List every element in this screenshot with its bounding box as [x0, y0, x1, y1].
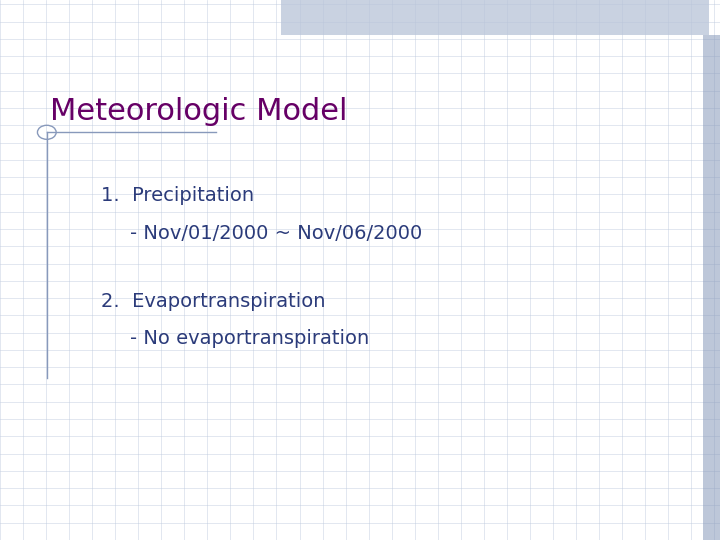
Text: Meteorologic Model: Meteorologic Model — [50, 97, 348, 126]
Text: - No evaportranspiration: - No evaportranspiration — [130, 329, 369, 348]
FancyBboxPatch shape — [703, 35, 720, 540]
Text: - Nov/01/2000 ~ Nov/06/2000: - Nov/01/2000 ~ Nov/06/2000 — [130, 224, 422, 243]
FancyBboxPatch shape — [281, 0, 709, 35]
Text: 1.  Precipitation: 1. Precipitation — [101, 186, 254, 205]
Text: 2.  Evaportranspiration: 2. Evaportranspiration — [101, 292, 325, 310]
